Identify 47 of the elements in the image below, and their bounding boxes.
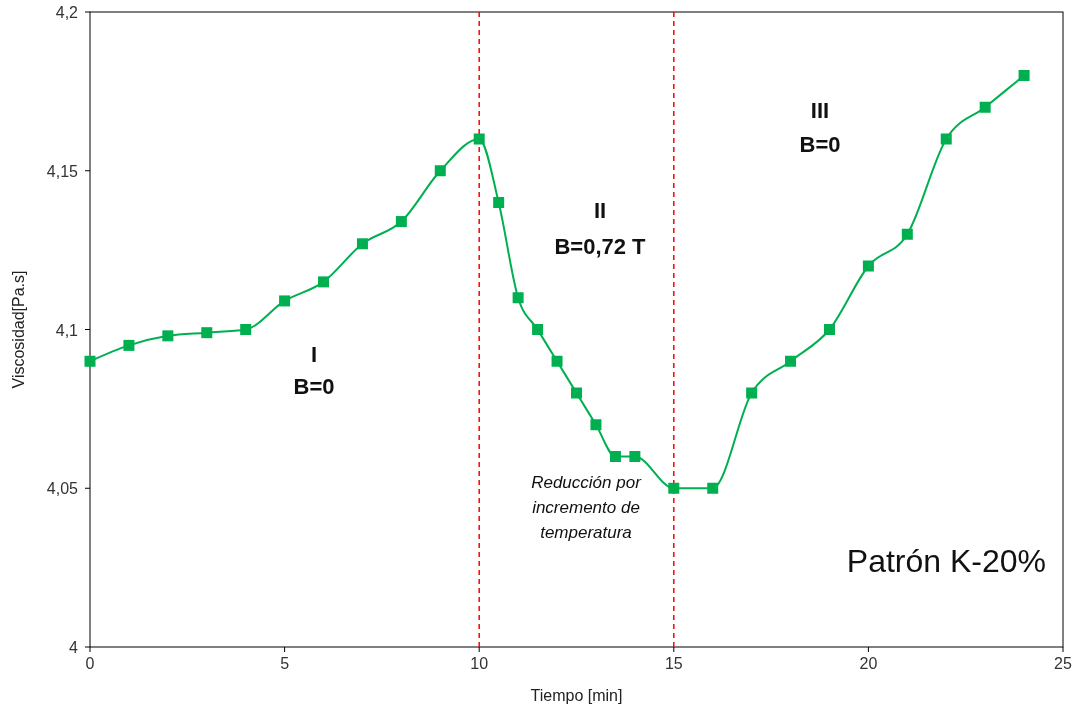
point [609, 451, 621, 462]
point [512, 292, 524, 304]
y-tick-label: 4,15 [46, 162, 79, 180]
x-tick-label: 0 [85, 655, 95, 672]
point [823, 324, 835, 335]
point [473, 133, 485, 145]
point [590, 419, 602, 431]
point [162, 330, 174, 342]
annotation: III B=0 [799, 98, 841, 157]
point [240, 324, 252, 335]
y-tick-label: 4,2 [55, 4, 79, 21]
x-tick-label: 5 [280, 655, 290, 672]
y-axis-title: Viscosidad[Pa.s] [10, 270, 27, 389]
point [1018, 70, 1030, 81]
x-tick-label: 10 [470, 655, 489, 672]
point [434, 165, 446, 177]
point [318, 276, 330, 288]
point [356, 238, 368, 250]
x-axis-title: Tiempo [min] [530, 687, 623, 704]
point [395, 216, 407, 228]
x-tick-label: 15 [664, 655, 683, 672]
point [571, 387, 582, 399]
y-tick-label: 4 [69, 639, 79, 656]
x-tick-label: 20 [859, 655, 878, 672]
point [629, 451, 641, 462]
annotation: Reducción por incremento de temperatura [531, 473, 643, 542]
point [979, 101, 991, 113]
point [201, 327, 213, 339]
annotation: II B=0,72 T [554, 198, 647, 259]
annotation: Patrón K-20% [846, 543, 1046, 579]
point [84, 355, 96, 367]
y-tick-label: 4,05 [46, 480, 79, 498]
point [123, 339, 135, 351]
point [746, 387, 758, 399]
annotation: I B=0 [293, 342, 335, 399]
y-tick-label: 4,1 [55, 321, 79, 339]
point [707, 482, 719, 494]
point [940, 133, 952, 145]
point [532, 324, 544, 335]
x-tick-label: 25 [1054, 655, 1072, 672]
point [668, 482, 680, 494]
point [493, 197, 505, 208]
point [279, 295, 291, 307]
point [862, 260, 874, 272]
point [901, 228, 913, 240]
point [785, 355, 797, 367]
point [551, 355, 563, 367]
